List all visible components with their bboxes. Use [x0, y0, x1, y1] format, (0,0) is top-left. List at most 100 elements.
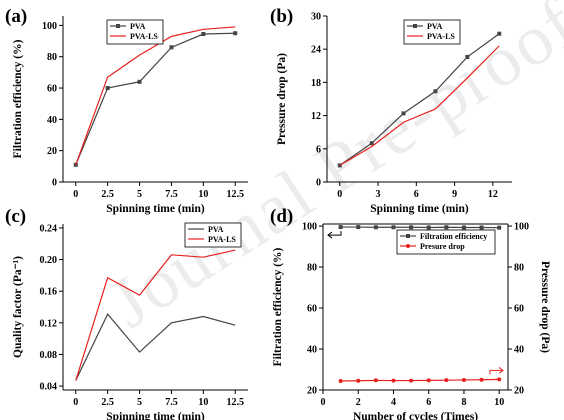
x-tick-label: 12: [488, 189, 498, 200]
x-tick-label: 7.5: [165, 189, 178, 200]
y-tick-label: 12: [311, 111, 321, 122]
legend-label: PVA: [427, 22, 443, 31]
data-point: [409, 378, 414, 383]
panel-label: (a): [5, 6, 27, 27]
series-line: [339, 45, 500, 166]
series-line: [340, 378, 500, 382]
panel-label: (b): [270, 6, 293, 27]
y-right-tick-label: 20: [514, 386, 524, 397]
y-tick-label: 30: [311, 12, 321, 23]
data-point: [444, 225, 449, 230]
y-right-axis-title: Pressure drop (Pa): [539, 261, 551, 353]
panel-label: (d): [270, 206, 293, 227]
x-axis-title: Spinning time (min): [106, 203, 205, 215]
data-point: [391, 225, 396, 230]
data-point: [465, 54, 470, 59]
data-point: [401, 111, 406, 116]
data-point: [137, 79, 142, 84]
y-tick-label: 6: [316, 144, 321, 155]
data-point: [356, 378, 361, 383]
legend-marker: [116, 24, 120, 28]
data-point: [461, 377, 466, 382]
legend-box: [106, 19, 164, 45]
panel-label: (c): [5, 206, 26, 227]
chart-panel-3: (d) 0 2 4 6 8 10 20 40 60 80 100 20 40 60 80 100 Number o…: [270, 206, 551, 420]
chart-panel-2: (c) 0 2.5 5 7.5 10 12.5 0.04 0.08 0.12 0.16 0.20 0.2…: [5, 206, 248, 420]
x-tick-label: 4: [391, 397, 396, 408]
x-tick-label: 0: [73, 397, 78, 408]
data-point: [426, 225, 431, 230]
data-point: [497, 225, 502, 230]
data-point: [444, 378, 449, 383]
legend-label: PVA: [130, 22, 146, 31]
data-point: [105, 86, 110, 91]
legend-marker: [406, 244, 410, 248]
y-right-tick-label: 80: [514, 263, 524, 274]
y-tick-label: 0.04: [40, 382, 58, 393]
series-line: [339, 33, 500, 166]
y-axis-title: Quality factor (Pa⁻¹): [12, 256, 24, 358]
left-axis-arrow-head: [327, 231, 333, 239]
x-tick-label: 5: [137, 397, 142, 408]
data-point: [479, 377, 484, 382]
x-axis-title: Number of cycles (Times): [353, 411, 478, 420]
series-line: [340, 226, 500, 229]
data-point: [497, 377, 502, 382]
data-point: [233, 31, 238, 36]
data-point: [391, 378, 396, 383]
y-tick-label: 80: [47, 52, 57, 63]
x-tick-label: 10: [198, 397, 208, 408]
left-axis-arrow: [329, 231, 342, 236]
data-point: [338, 378, 343, 383]
series-line: [75, 313, 236, 381]
y-right-tick-label: 60: [514, 304, 524, 315]
legend-label: PVA-LS: [130, 32, 158, 41]
x-tick-label: 10: [198, 189, 208, 200]
data-point: [373, 225, 378, 230]
data-point: [426, 378, 431, 383]
x-tick-label: 6: [414, 189, 419, 200]
y-tick-label: 0.20: [40, 255, 58, 266]
y-axis-title: Filtration efficiency (%): [12, 39, 24, 158]
legend-label: PVA-LS: [427, 32, 455, 41]
x-tick-label: 8: [461, 397, 466, 408]
y-right-tick-label: 100: [514, 222, 529, 233]
y-tick-label: 0.24: [40, 223, 58, 234]
y-tick-label: 80: [307, 263, 317, 274]
y-axis-title: Pressure drop (Pa): [276, 53, 288, 145]
series-line: [75, 32, 236, 166]
data-point: [409, 225, 414, 230]
y-axis-title: Filtration efficiency (%): [272, 247, 284, 366]
series-line: [75, 249, 236, 381]
x-tick-label: 12.5: [226, 397, 244, 408]
y-tick-label: 100: [42, 21, 57, 32]
x-tick-label: 0: [337, 189, 342, 200]
legend-label: Filtration efficiency: [420, 232, 487, 241]
y-tick-label: 40: [307, 345, 317, 356]
x-tick-label: 12.5: [226, 189, 244, 200]
right-axis-arrow-head: [498, 366, 504, 374]
y-tick-label: 0.12: [40, 318, 58, 329]
legend-label: PVA-LS: [208, 235, 236, 244]
x-tick-label: 7.5: [165, 397, 178, 408]
data-point: [479, 225, 484, 230]
y-tick-label: 18: [311, 78, 321, 89]
x-tick-label: 6: [426, 397, 431, 408]
data-point: [369, 141, 374, 146]
x-tick-label: 5: [137, 189, 142, 200]
x-tick-label: 2: [356, 397, 361, 408]
legend-box: [184, 222, 242, 248]
x-tick-label: 10: [494, 397, 504, 408]
y-tick-label: 20: [47, 146, 57, 157]
legend-label: PVA: [208, 225, 224, 234]
x-axis-title: Spinning time (min): [106, 411, 205, 420]
y-tick-label: 24: [311, 45, 321, 56]
y-tick-label: 20: [307, 386, 317, 397]
x-tick-label: 2.5: [101, 397, 114, 408]
data-point: [433, 89, 438, 94]
right-axis-arrow: [489, 369, 502, 375]
